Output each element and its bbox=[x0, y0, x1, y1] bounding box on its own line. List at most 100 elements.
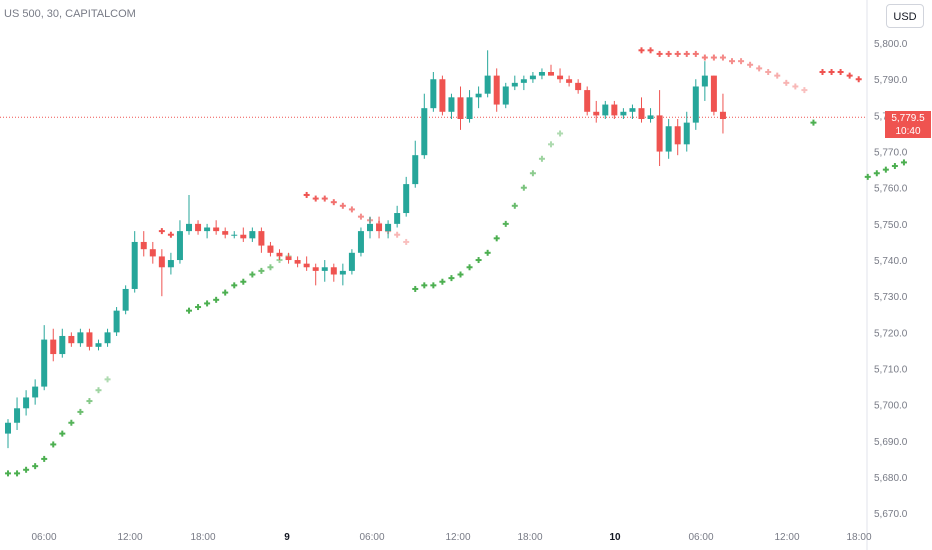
time-axis[interactable]: 06:00 12:00 18:00 9 06:00 12:00 18:00 10 06:00 12… bbox=[31, 532, 871, 543]
sar-point bbox=[95, 387, 102, 394]
price-tick-label: 5,760.0 bbox=[874, 184, 908, 195]
candle bbox=[394, 205, 401, 228]
candle bbox=[611, 100, 618, 120]
price-tick-label: 5,720.0 bbox=[874, 328, 908, 339]
candle bbox=[213, 220, 220, 235]
sar-point bbox=[158, 228, 165, 235]
candle bbox=[294, 256, 301, 268]
candle bbox=[439, 75, 446, 116]
sar-point bbox=[529, 170, 536, 177]
sar-point bbox=[222, 289, 229, 296]
sar-point bbox=[430, 282, 437, 289]
candle bbox=[719, 93, 726, 134]
candle bbox=[357, 227, 364, 257]
sar-point bbox=[77, 408, 84, 415]
candle bbox=[692, 79, 699, 130]
sar-point bbox=[511, 202, 518, 209]
time-tick-label: 9 bbox=[284, 532, 290, 543]
currency-button[interactable]: USD bbox=[886, 4, 924, 28]
price-tick-label: 5,790.0 bbox=[874, 75, 908, 86]
sar-point bbox=[412, 285, 419, 292]
price-tick-label: 5,800.0 bbox=[874, 39, 908, 50]
sar-point bbox=[475, 257, 482, 264]
sar-point bbox=[249, 271, 256, 278]
candle bbox=[285, 252, 292, 264]
time-tick-label: 18:00 bbox=[190, 532, 215, 543]
sar-point bbox=[882, 166, 889, 173]
sar-point bbox=[330, 199, 337, 206]
sar-point bbox=[647, 47, 654, 54]
sar-point bbox=[240, 278, 247, 285]
price-tick-label: 5,680.0 bbox=[874, 473, 908, 484]
candle bbox=[303, 256, 310, 271]
candle bbox=[575, 79, 582, 94]
sar-point bbox=[213, 296, 220, 303]
sar-point bbox=[357, 213, 364, 220]
sar-point bbox=[502, 220, 509, 227]
candle bbox=[5, 419, 11, 449]
candle bbox=[14, 397, 21, 430]
sar-point bbox=[186, 307, 192, 314]
sar-point bbox=[457, 271, 464, 278]
candle bbox=[566, 75, 573, 87]
sar-point bbox=[86, 398, 93, 405]
sar-point bbox=[674, 50, 681, 57]
candle bbox=[665, 119, 672, 159]
sar-point bbox=[339, 202, 346, 209]
sar-point bbox=[484, 249, 491, 256]
time-tick-label: 12:00 bbox=[117, 532, 142, 543]
sar-point bbox=[855, 76, 862, 83]
candle bbox=[86, 328, 93, 351]
sar-point bbox=[828, 69, 835, 76]
candle bbox=[68, 332, 75, 347]
candle bbox=[502, 82, 509, 109]
candle bbox=[448, 93, 455, 120]
sar-point bbox=[638, 47, 645, 54]
sar-point bbox=[5, 470, 11, 477]
current-price-tag: 5,779.5 10:40 bbox=[885, 111, 931, 138]
sar-point bbox=[167, 231, 174, 238]
time-tick-label: 12:00 bbox=[774, 532, 799, 543]
candle bbox=[638, 97, 645, 123]
candle bbox=[412, 140, 419, 188]
candle bbox=[466, 90, 473, 123]
candle bbox=[312, 263, 319, 286]
sar-point bbox=[267, 264, 274, 271]
sar-point bbox=[837, 69, 844, 76]
sar-point bbox=[792, 83, 799, 90]
sar-point bbox=[719, 54, 726, 61]
price-tick-label: 5,770.0 bbox=[874, 148, 908, 159]
candle bbox=[113, 307, 120, 336]
price-tick-label: 5,740.0 bbox=[874, 256, 908, 267]
candle bbox=[330, 263, 337, 282]
time-tick-label: 18:00 bbox=[517, 532, 542, 543]
sar-point bbox=[303, 191, 310, 198]
sar-point bbox=[810, 119, 817, 126]
candle bbox=[421, 93, 428, 159]
price-axis[interactable]: 5,800.05,790.05,780.05,770.05,760.05,750… bbox=[874, 39, 908, 520]
sar-point bbox=[846, 72, 853, 79]
sar-point bbox=[701, 54, 708, 61]
price-tick-label: 5,710.0 bbox=[874, 365, 908, 376]
candle bbox=[557, 68, 564, 83]
sar-point bbox=[756, 65, 763, 72]
sar-point bbox=[493, 235, 500, 242]
candle bbox=[176, 220, 183, 264]
candle bbox=[656, 90, 663, 167]
sar-point bbox=[258, 267, 265, 274]
sar-point bbox=[774, 72, 781, 79]
sar-point bbox=[41, 455, 48, 462]
sar-point bbox=[68, 419, 75, 426]
sar-point bbox=[738, 58, 745, 65]
candle bbox=[204, 223, 211, 239]
candle bbox=[249, 227, 256, 242]
candle bbox=[222, 227, 229, 239]
candle bbox=[529, 72, 536, 83]
sar-point bbox=[204, 300, 211, 307]
candle bbox=[674, 119, 681, 156]
sar-point bbox=[50, 441, 57, 448]
sar-point bbox=[538, 155, 545, 162]
sar-point bbox=[403, 238, 410, 245]
sar-point bbox=[321, 195, 328, 202]
